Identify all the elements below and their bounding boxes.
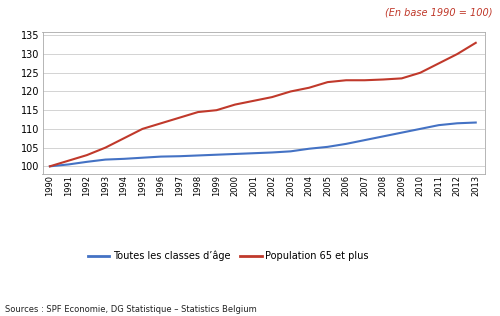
Population 65 et plus xyxy=(250,99,256,103)
Toutes les classes d’âge xyxy=(436,123,442,127)
Population 65 et plus xyxy=(140,127,145,131)
Toutes les classes d’âge xyxy=(140,156,145,160)
Population 65 et plus xyxy=(158,121,164,125)
Population 65 et plus xyxy=(436,62,442,65)
Toutes les classes d’âge xyxy=(269,151,275,155)
Toutes les classes d’âge xyxy=(158,155,164,159)
Toutes les classes d’âge xyxy=(121,157,127,161)
Toutes les classes d’âge xyxy=(343,142,349,146)
Toutes les classes d’âge xyxy=(47,164,53,168)
Toutes les classes d’âge xyxy=(454,121,460,125)
Population 65 et plus xyxy=(102,146,108,149)
Population 65 et plus xyxy=(343,78,349,82)
Population 65 et plus xyxy=(324,80,330,84)
Toutes les classes d’âge xyxy=(362,138,368,142)
Toutes les classes d’âge xyxy=(232,152,238,156)
Toutes les classes d’âge xyxy=(398,131,404,135)
Toutes les classes d’âge xyxy=(176,154,182,158)
Text: Sources : SPF Economie, DG Statistique – Statistics Belgium: Sources : SPF Economie, DG Statistique –… xyxy=(5,306,257,314)
Text: (En base 1990 = 100): (En base 1990 = 100) xyxy=(385,8,492,18)
Population 65 et plus xyxy=(269,95,275,99)
Population 65 et plus xyxy=(47,164,53,168)
Line: Population 65 et plus: Population 65 et plus xyxy=(50,43,476,166)
Population 65 et plus xyxy=(472,41,478,45)
Line: Toutes les classes d’âge: Toutes les classes d’âge xyxy=(50,123,476,166)
Population 65 et plus xyxy=(232,103,238,106)
Population 65 et plus xyxy=(214,108,220,112)
Population 65 et plus xyxy=(84,153,90,157)
Population 65 et plus xyxy=(362,78,368,82)
Population 65 et plus xyxy=(121,137,127,140)
Population 65 et plus xyxy=(380,78,386,82)
Toutes les classes d’âge xyxy=(102,158,108,161)
Toutes les classes d’âge xyxy=(288,149,294,153)
Toutes les classes d’âge xyxy=(417,127,423,131)
Toutes les classes d’âge xyxy=(195,154,201,157)
Population 65 et plus xyxy=(66,159,71,163)
Toutes les classes d’âge xyxy=(214,153,220,157)
Toutes les classes d’âge xyxy=(306,147,312,151)
Toutes les classes d’âge xyxy=(84,160,90,164)
Population 65 et plus xyxy=(176,116,182,119)
Toutes les classes d’âge xyxy=(380,135,386,138)
Population 65 et plus xyxy=(306,86,312,90)
Toutes les classes d’âge xyxy=(472,121,478,125)
Toutes les classes d’âge xyxy=(66,162,71,166)
Population 65 et plus xyxy=(417,71,423,75)
Population 65 et plus xyxy=(398,76,404,80)
Population 65 et plus xyxy=(288,89,294,93)
Population 65 et plus xyxy=(195,110,201,114)
Legend: Toutes les classes d’âge, Population 65 et plus: Toutes les classes d’âge, Population 65 … xyxy=(84,247,373,265)
Toutes les classes d’âge xyxy=(250,151,256,155)
Population 65 et plus xyxy=(454,52,460,56)
Toutes les classes d’âge xyxy=(324,145,330,149)
